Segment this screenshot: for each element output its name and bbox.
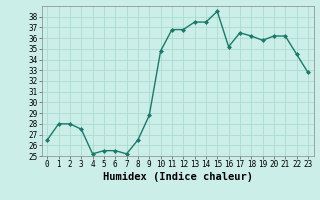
X-axis label: Humidex (Indice chaleur): Humidex (Indice chaleur) <box>103 172 252 182</box>
